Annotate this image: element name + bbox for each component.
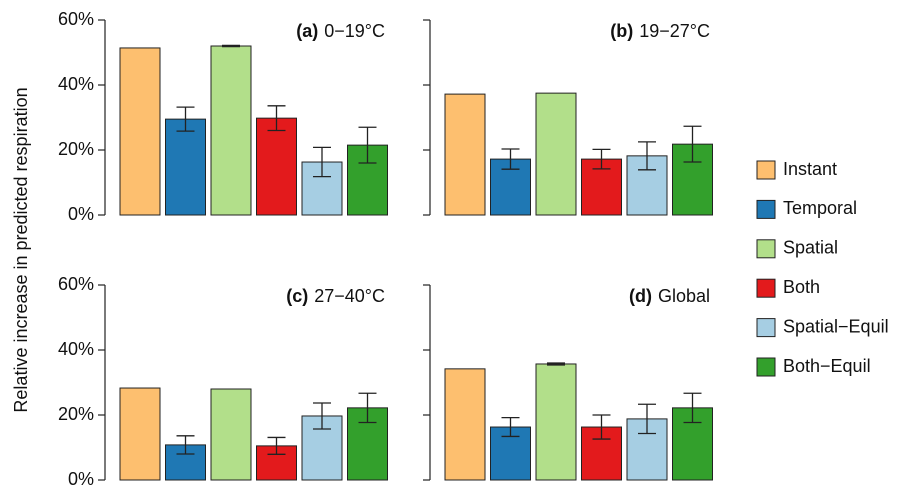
- bar: [165, 118, 206, 216]
- bar: [210, 45, 252, 216]
- error-bar: [267, 436, 286, 455]
- bar: [444, 368, 486, 481]
- legend-swatch: [756, 239, 776, 259]
- y-tick-label: 0%: [68, 204, 94, 224]
- y-tick-label: 60%: [58, 9, 94, 29]
- error-bar: [358, 392, 377, 424]
- error-bar: [358, 126, 377, 164]
- error-bar: [313, 146, 331, 178]
- legend-swatch: [756, 199, 776, 219]
- error-bar: [592, 414, 611, 440]
- panel-title-tag: (a): [296, 21, 318, 41]
- error-bar: [501, 148, 520, 170]
- panel-title-text: 27−40°C: [314, 286, 385, 306]
- error-bar: [176, 435, 195, 455]
- panel-title: (d) Global: [629, 286, 710, 306]
- legend-label: Both: [783, 277, 820, 297]
- error-bar: [501, 416, 520, 438]
- bar: [210, 388, 252, 481]
- panel-title: (c) 27−40°C: [286, 286, 385, 306]
- y-axis-label: Relative increase in predicted respirati…: [11, 87, 31, 412]
- panel-title-text: Global: [658, 286, 710, 306]
- error-bar: [683, 125, 702, 163]
- panel-title-tag: (c): [286, 286, 308, 306]
- panel-title-text: 0−19°C: [324, 21, 385, 41]
- legend-swatch: [756, 318, 776, 338]
- y-tick-label: 40%: [58, 339, 94, 359]
- error-bar: [683, 392, 702, 424]
- bar: [444, 93, 486, 216]
- error-bar: [267, 105, 286, 132]
- y-tick-label: 0%: [68, 469, 94, 489]
- panel-title: (b) 19−27°C: [610, 21, 710, 41]
- y-tick-label: 20%: [58, 404, 94, 424]
- error-bar: [638, 403, 656, 435]
- legend-label: Temporal: [783, 198, 857, 218]
- panel-title-text: 19−27°C: [639, 21, 710, 41]
- error-bar: [313, 402, 331, 430]
- legend-swatch: [756, 278, 776, 298]
- error-bar: [592, 148, 611, 170]
- bar: [119, 387, 161, 481]
- panel-title: (a) 0−19°C: [296, 21, 385, 41]
- legend-label: Both−Equil: [783, 356, 871, 376]
- bar: [119, 47, 161, 216]
- legend-label: Spatial: [783, 238, 838, 258]
- legend-label: Spatial−Equil: [783, 316, 889, 336]
- legend-label: Instant: [783, 159, 837, 179]
- error-bar: [176, 106, 195, 132]
- legend-swatch: [756, 357, 776, 377]
- bar: [535, 363, 577, 481]
- y-tick-label: 20%: [58, 139, 94, 159]
- bar: [535, 92, 577, 216]
- error-bar: [547, 362, 565, 366]
- error-bar: [222, 44, 240, 48]
- bar: [256, 117, 297, 216]
- error-bar: [638, 141, 656, 171]
- y-tick-label: 60%: [58, 274, 94, 294]
- panel-title-tag: (d): [629, 286, 652, 306]
- y-tick-label: 40%: [58, 74, 94, 94]
- panel-title-tag: (b): [610, 21, 633, 41]
- legend-swatch: [756, 160, 776, 180]
